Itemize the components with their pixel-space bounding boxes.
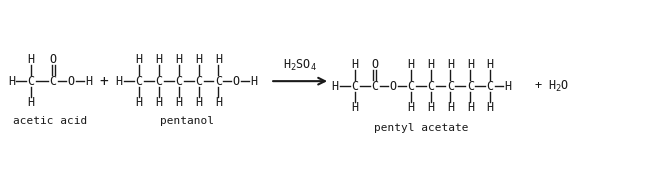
- Text: H: H: [135, 53, 143, 66]
- Text: + H$_2$O: + H$_2$O: [534, 79, 570, 94]
- Text: H: H: [352, 101, 359, 114]
- Text: H: H: [504, 80, 511, 92]
- Text: C: C: [372, 80, 379, 92]
- Text: H: H: [28, 53, 35, 66]
- Text: H: H: [487, 101, 494, 114]
- Text: H: H: [215, 53, 222, 66]
- Text: H$_2$SO$_4$: H$_2$SO$_4$: [283, 58, 317, 73]
- Text: H: H: [115, 75, 123, 88]
- Text: O: O: [68, 75, 75, 88]
- Text: H: H: [487, 58, 494, 71]
- Text: pentanol: pentanol: [159, 115, 213, 126]
- Text: C: C: [467, 80, 474, 92]
- Text: pentyl acetate: pentyl acetate: [374, 123, 469, 133]
- Text: O: O: [50, 53, 57, 66]
- Text: H: H: [427, 101, 434, 114]
- Text: H: H: [85, 75, 93, 88]
- Text: C: C: [407, 80, 414, 92]
- Text: C: C: [135, 75, 143, 88]
- Text: H: H: [175, 53, 182, 66]
- Text: H: H: [175, 96, 182, 109]
- Text: H: H: [352, 58, 359, 71]
- Text: H: H: [467, 101, 474, 114]
- Text: O: O: [372, 58, 379, 71]
- Text: O: O: [389, 80, 396, 92]
- Text: C: C: [487, 80, 494, 92]
- Text: H: H: [251, 75, 258, 88]
- Text: H: H: [135, 96, 143, 109]
- Text: H: H: [427, 58, 434, 71]
- Text: H: H: [447, 101, 454, 114]
- Text: C: C: [447, 80, 454, 92]
- Text: H: H: [407, 101, 414, 114]
- Text: H: H: [8, 75, 15, 88]
- Text: H: H: [215, 96, 222, 109]
- Text: C: C: [50, 75, 57, 88]
- Text: H: H: [332, 80, 339, 92]
- Text: acetic acid: acetic acid: [13, 115, 87, 126]
- Text: +: +: [99, 74, 108, 89]
- Text: H: H: [195, 96, 202, 109]
- Text: C: C: [155, 75, 163, 88]
- Text: H: H: [28, 96, 35, 109]
- Text: O: O: [233, 75, 240, 88]
- Text: C: C: [352, 80, 359, 92]
- Text: H: H: [155, 96, 163, 109]
- Text: H: H: [467, 58, 474, 71]
- Text: H: H: [155, 53, 163, 66]
- Text: H: H: [447, 58, 454, 71]
- Text: C: C: [28, 75, 35, 88]
- Text: C: C: [175, 75, 182, 88]
- Text: H: H: [407, 58, 414, 71]
- Text: H: H: [195, 53, 202, 66]
- Text: C: C: [195, 75, 202, 88]
- Text: C: C: [215, 75, 222, 88]
- Text: C: C: [427, 80, 434, 92]
